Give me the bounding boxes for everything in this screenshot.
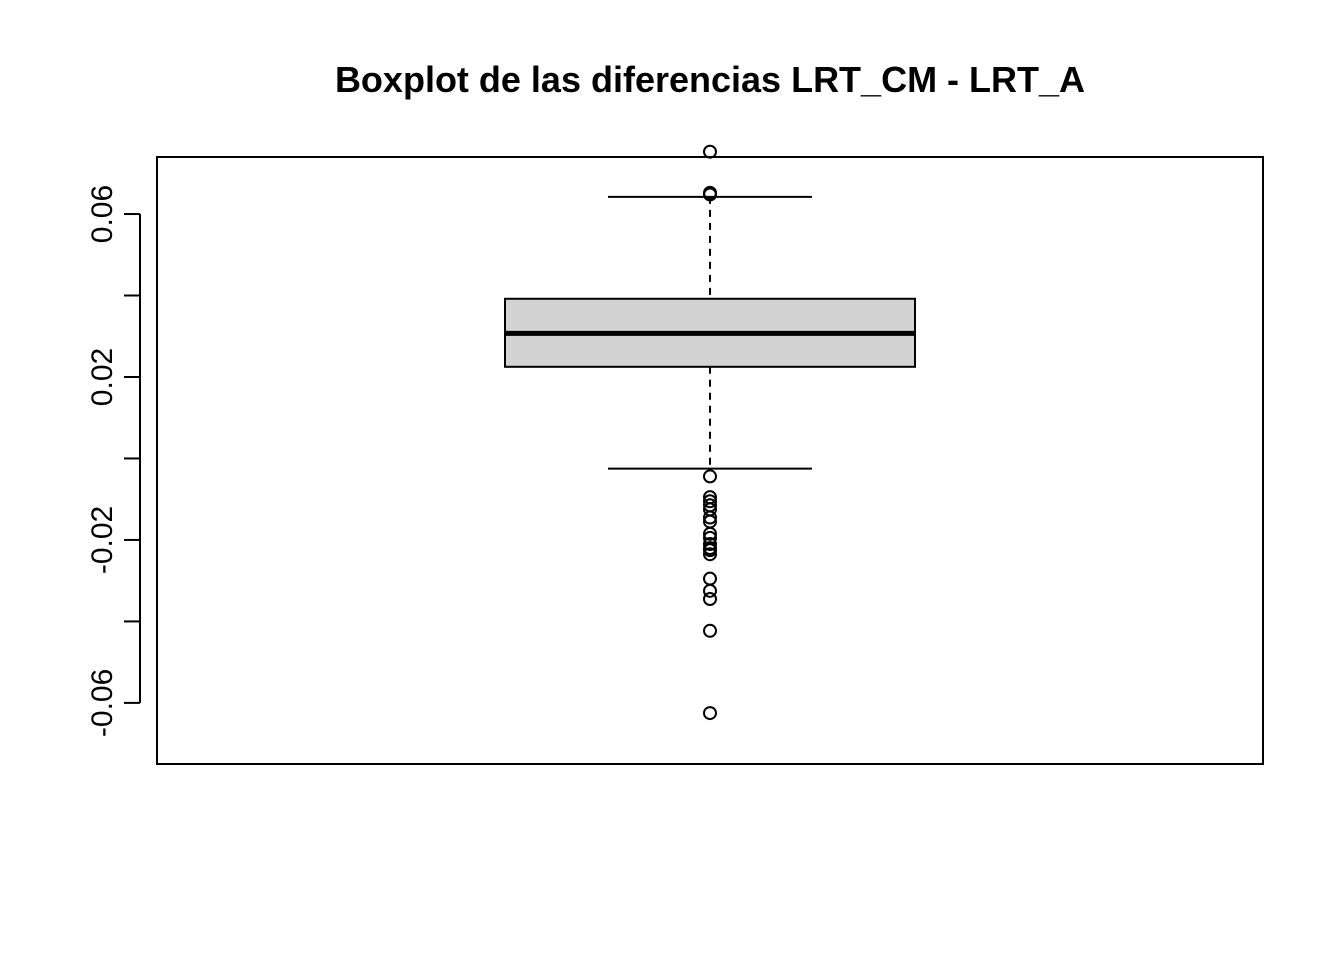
outlier-point [703,537,717,552]
outlier-point [703,494,717,509]
outlier-point [703,187,717,202]
outlier-point [703,543,717,558]
outlier-points [703,144,717,721]
outlier-point [703,583,717,598]
outlier-point [703,547,717,562]
boxplot-group [504,195,916,470]
outlier-point [703,571,717,586]
y-tick-label: -0.02 [86,506,119,574]
y-tick-label: 0.02 [86,348,119,406]
outlier-point [703,144,717,159]
y-tick-label: -0.06 [86,669,119,737]
outlier-point [703,510,717,525]
y-axis: -0.06 -0.02 0.02 0.06 [86,185,140,737]
outlier-point [703,592,717,607]
outlier-point [703,526,717,541]
chart-title: Boxplot de las diferencias LRT_CM - LRT_… [335,59,1085,100]
outlier-point [703,706,717,721]
outlier-point [703,623,717,638]
outlier-point [703,469,717,484]
y-tick-label: 0.06 [86,185,119,243]
